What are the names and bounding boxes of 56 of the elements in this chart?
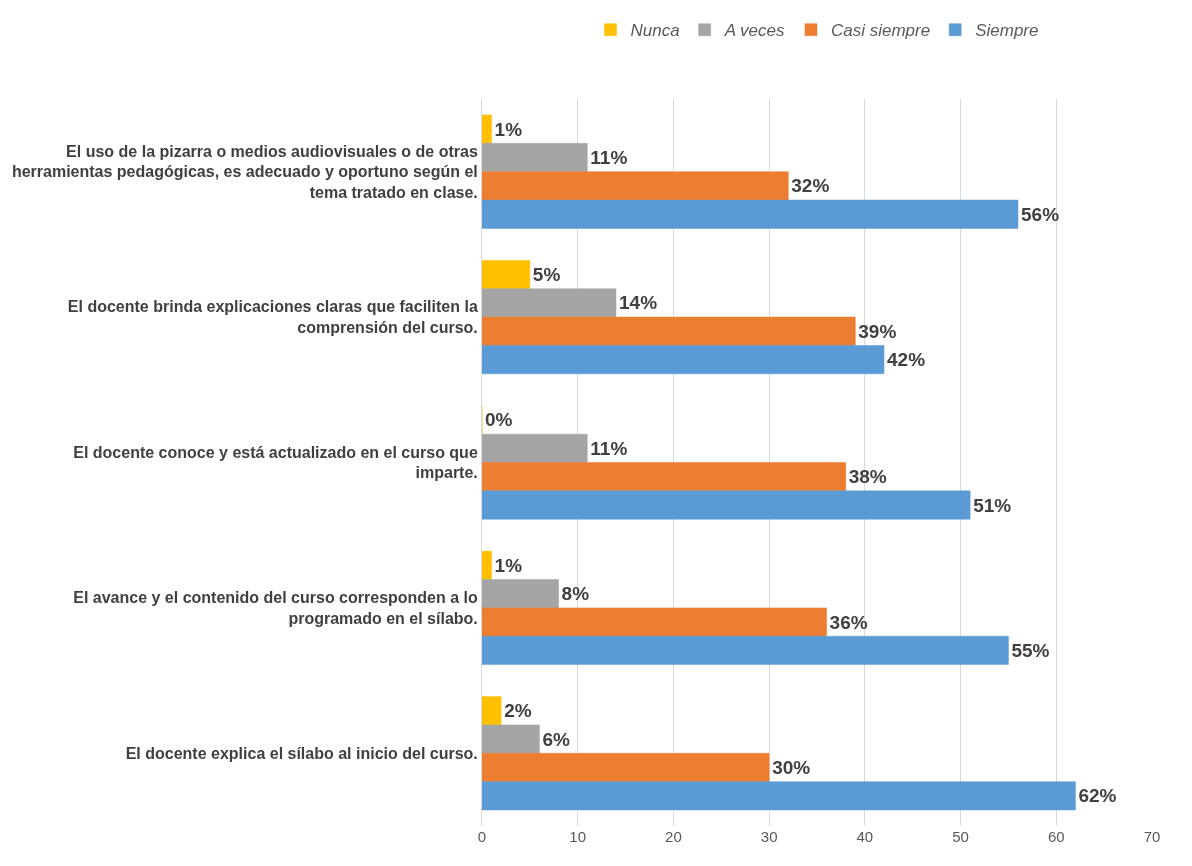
bar [482, 607, 827, 637]
data-label: 36% [829, 611, 868, 633]
bar [482, 171, 789, 201]
x-tick-label: 30 [760, 828, 778, 845]
bar [482, 199, 1019, 229]
data-label: 38% [848, 466, 887, 488]
x-tick-label: 0 [477, 828, 487, 845]
y-tick-label: El uso de la pizarra o medios audiovisuales o de otras herramientas pedagógicas, es adecuado y oportuno según el tema tratado en clase. [11, 142, 478, 202]
data-label: 6% [542, 728, 570, 750]
data-label: 0% [485, 409, 513, 431]
x-tick-label: 50 [952, 828, 969, 845]
data-label: 14% [619, 292, 658, 314]
y-tick-label: El avance y el contenido del curso corresponden a lo programado en el sílabo. [73, 589, 479, 627]
bar [482, 579, 559, 609]
data-label: 32% [791, 175, 830, 197]
bar [482, 433, 588, 463]
y-tick-label: El docente brinda explicaciones claras que faciliten la comprensión del curso. [67, 298, 478, 337]
y-tick-label: El docente explica el sílabo al inicio del curso. [125, 744, 478, 762]
data-label: 1% [494, 554, 523, 576]
bar [482, 288, 617, 318]
bar [482, 345, 885, 375]
data-label: 62% [1078, 785, 1117, 807]
bar [482, 462, 846, 492]
bar [482, 316, 856, 346]
legend-label: Siempre [975, 21, 1039, 41]
bar [482, 260, 531, 289]
bar [482, 696, 502, 726]
data-label: 30% [772, 756, 811, 778]
data-label: 1% [494, 118, 523, 140]
data-label: 11% [590, 147, 628, 169]
data-label: 39% [858, 320, 897, 342]
x-tick-label: 10 [569, 828, 587, 845]
data-label: 51% [973, 494, 1012, 516]
bar [482, 753, 770, 782]
legend-label: Casi siempre [830, 21, 931, 41]
x-tick-label: 70 [1143, 828, 1161, 845]
bar [482, 781, 1076, 811]
legend-label: A veces [723, 21, 785, 41]
x-tick-label: 40 [856, 828, 874, 845]
data-label: 11% [590, 437, 628, 459]
data-label: 8% [561, 583, 590, 605]
x-tick-label: 20 [665, 828, 682, 845]
bar [482, 636, 1009, 665]
data-label: 5% [532, 264, 561, 286]
y-tick-label: El docente conoce y está actualizado en el curso que imparte. [73, 443, 478, 482]
bar [482, 550, 492, 580]
data-label: 42% [887, 349, 926, 371]
bar [482, 143, 588, 172]
data-label: 56% [1021, 203, 1060, 225]
bar [482, 724, 540, 754]
data-label: 55% [1011, 639, 1050, 661]
bar [482, 114, 492, 144]
legend-label: Nunca [630, 21, 680, 41]
x-tick-label: 60 [1047, 828, 1065, 845]
bar [482, 490, 971, 520]
data-label: 2% [504, 700, 532, 722]
